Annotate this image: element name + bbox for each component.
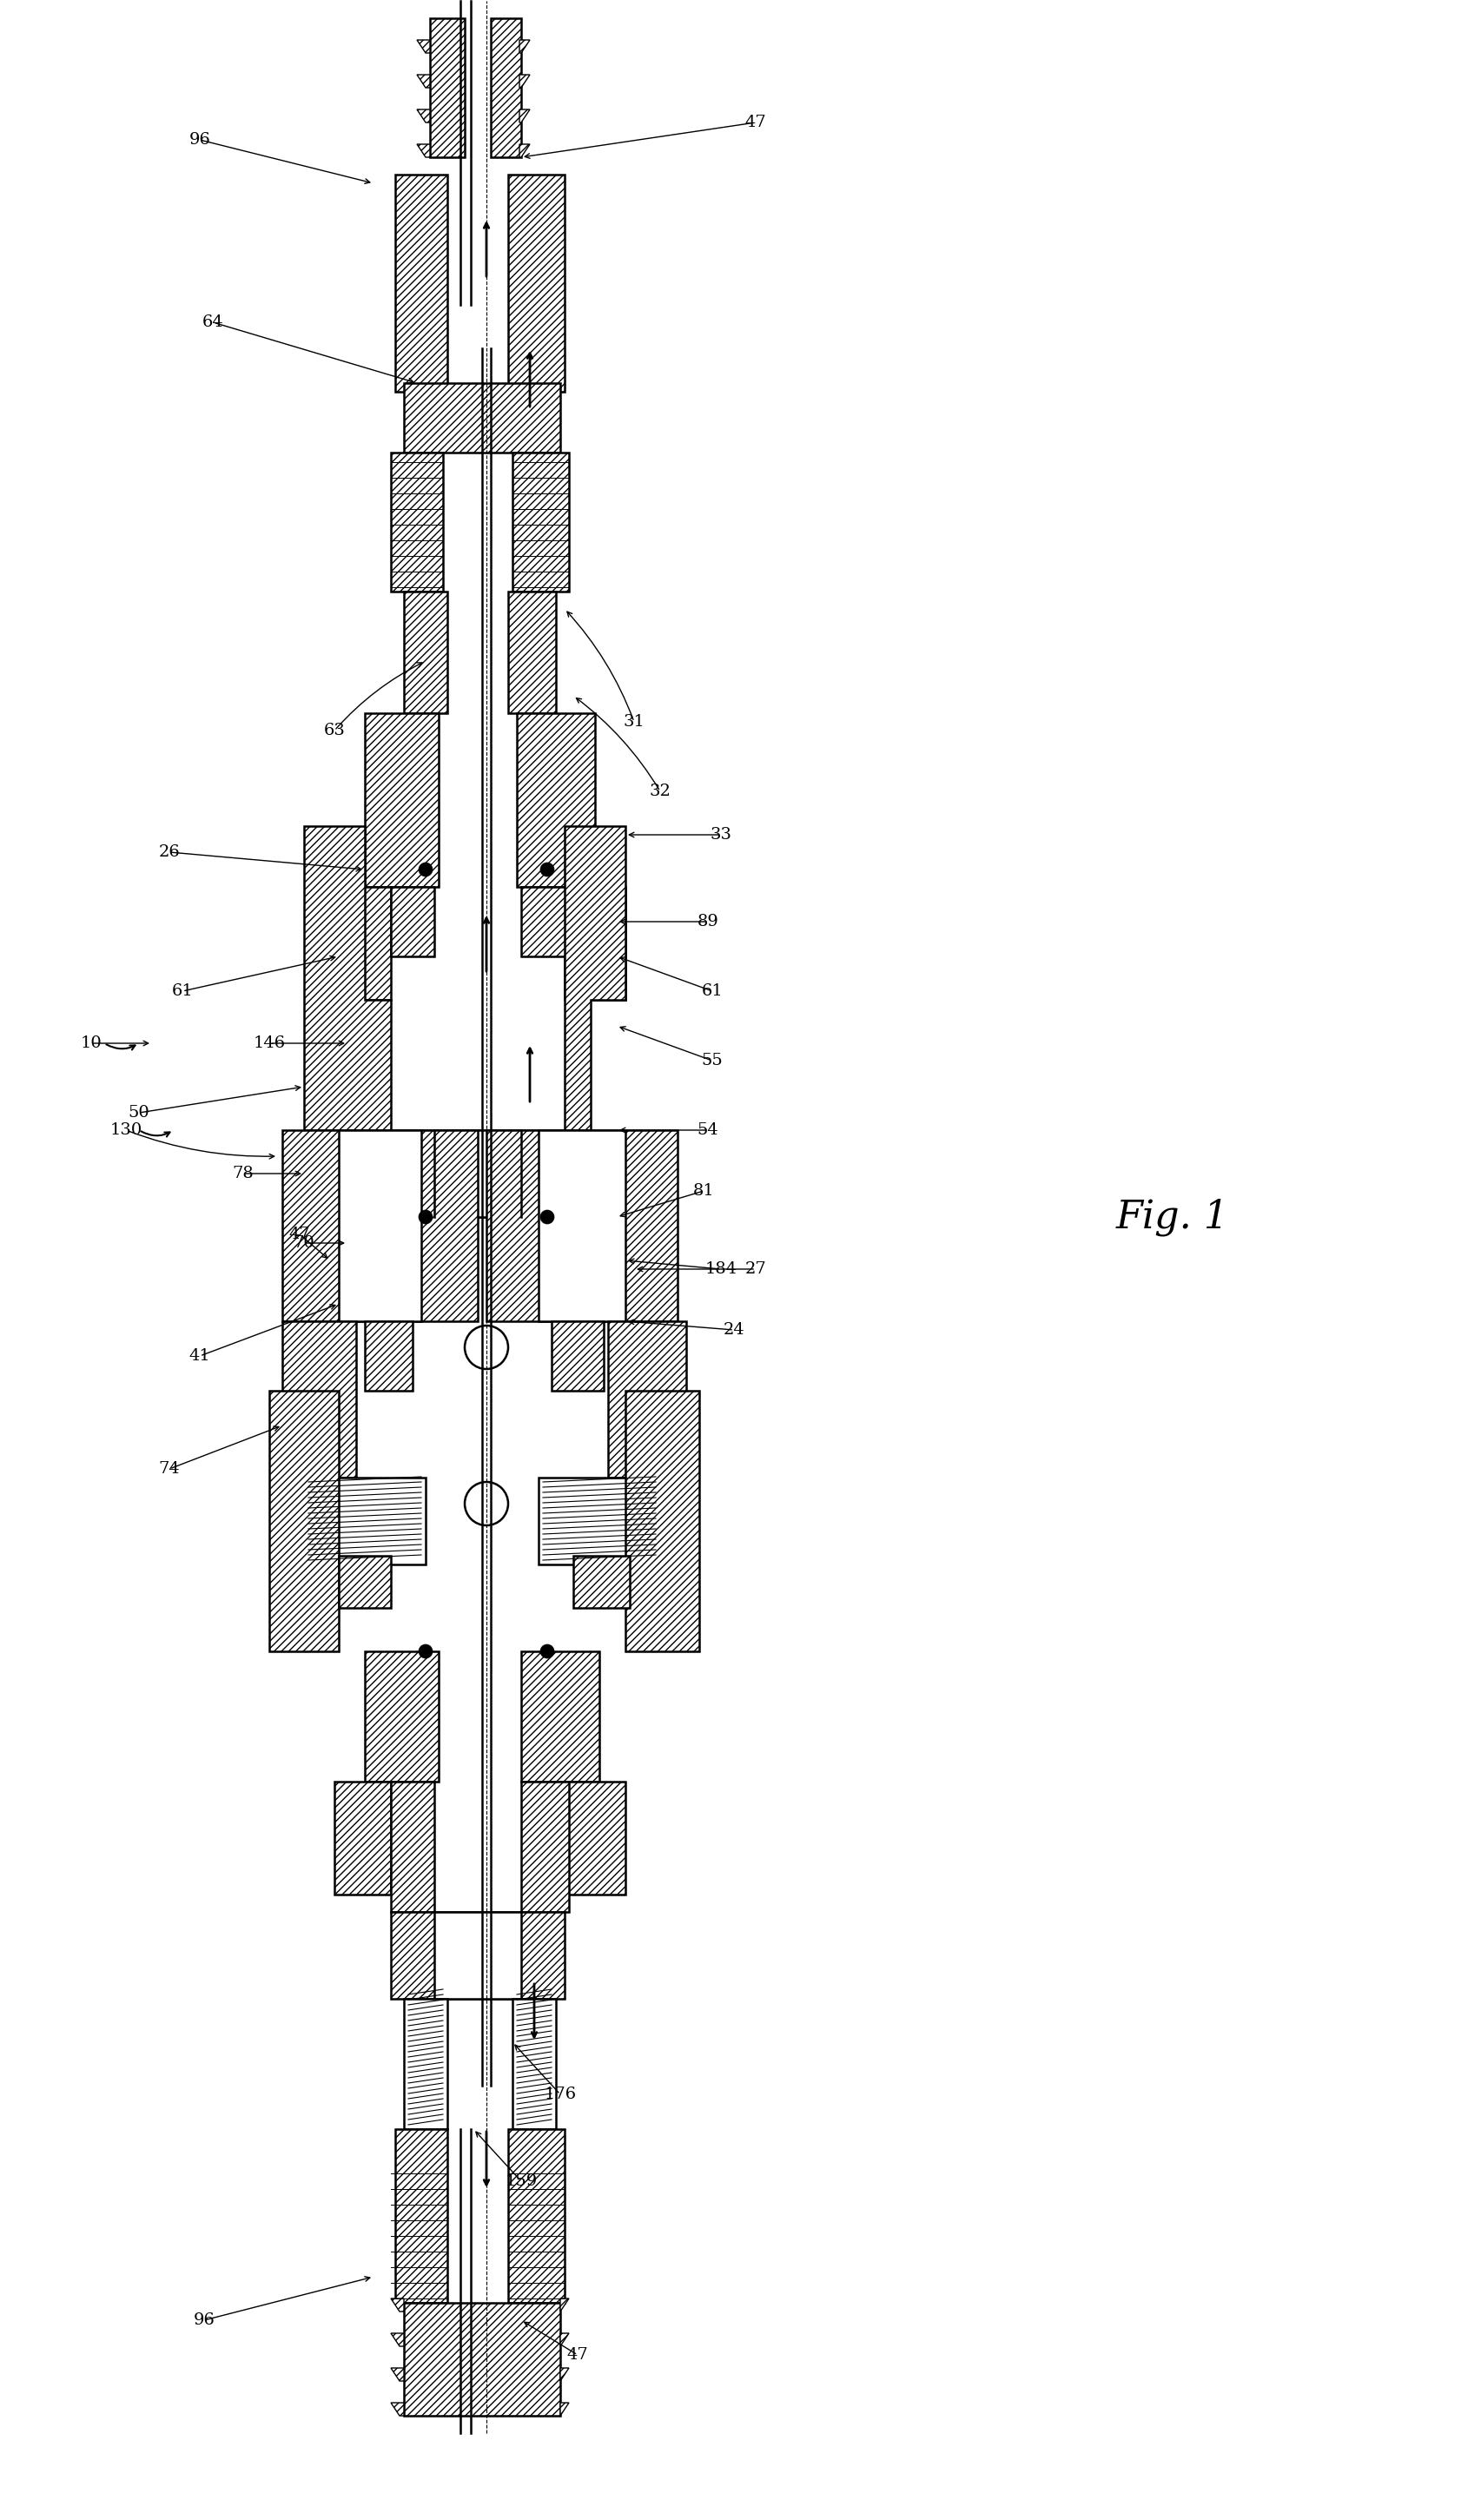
Polygon shape [520, 108, 530, 123]
Bar [521, 887, 569, 958]
Bar [404, 2303, 560, 2417]
Text: 47: 47 [745, 116, 766, 131]
Bar [270, 1391, 339, 1651]
Text: 96: 96 [190, 131, 210, 149]
Text: 78: 78 [233, 1167, 253, 1182]
Text: 50: 50 [129, 1104, 150, 1121]
Text: 24: 24 [723, 1323, 745, 1338]
Bar [391, 887, 434, 958]
Bar [391, 1782, 434, 1913]
Polygon shape [520, 76, 530, 88]
Bar [538, 1129, 625, 1320]
Bar [508, 174, 564, 391]
Bar [508, 592, 555, 713]
Bar [395, 174, 447, 391]
Polygon shape [416, 40, 429, 53]
Polygon shape [560, 2402, 569, 2417]
Polygon shape [391, 2298, 404, 2311]
Bar [404, 383, 560, 454]
Bar [339, 1129, 421, 1320]
Bar [564, 887, 625, 1000]
Text: 61: 61 [172, 983, 193, 998]
Bar [391, 1129, 564, 1217]
Text: 74: 74 [158, 1462, 181, 1477]
Bar [564, 1782, 625, 1895]
Bar [490, 18, 521, 156]
Bar [573, 1555, 629, 1608]
Polygon shape [391, 2334, 404, 2346]
Bar [283, 1129, 477, 1320]
Circle shape [419, 862, 432, 877]
Bar [391, 454, 443, 592]
Text: 27: 27 [745, 1263, 766, 1278]
Text: 89: 89 [696, 915, 718, 930]
Circle shape [419, 1646, 432, 1658]
Bar [335, 1782, 391, 1895]
Polygon shape [520, 144, 530, 156]
Text: 64: 64 [201, 315, 224, 330]
Bar [335, 887, 391, 1000]
Text: Fig. 1: Fig. 1 [1115, 1197, 1228, 1235]
Text: 70: 70 [293, 1235, 314, 1250]
Polygon shape [560, 2298, 569, 2311]
Bar [521, 1782, 569, 1913]
Text: 159: 159 [505, 2172, 538, 2190]
Bar [607, 1320, 686, 1477]
Bar [404, 592, 447, 713]
Text: 130: 130 [110, 1121, 142, 1139]
Text: 55: 55 [701, 1053, 723, 1068]
Text: 47: 47 [567, 2346, 588, 2364]
Polygon shape [391, 2402, 404, 2417]
Text: 63: 63 [323, 723, 345, 738]
Polygon shape [520, 40, 530, 53]
Bar [517, 713, 595, 887]
Polygon shape [416, 76, 429, 88]
Bar [364, 713, 438, 887]
Text: 33: 33 [709, 827, 732, 842]
Text: 47: 47 [289, 1227, 310, 1242]
Bar [538, 1477, 659, 1565]
Polygon shape [564, 827, 625, 1129]
Bar [434, 1913, 521, 1998]
Circle shape [419, 1210, 432, 1225]
Polygon shape [416, 144, 429, 156]
Bar [512, 454, 569, 592]
Bar [339, 1555, 391, 1608]
Bar [391, 1913, 564, 1998]
Text: 10: 10 [80, 1036, 102, 1051]
Bar [508, 2129, 564, 2303]
Text: 176: 176 [544, 2087, 576, 2102]
Polygon shape [304, 827, 391, 1129]
Bar [521, 1651, 598, 1782]
Text: 41: 41 [190, 1348, 210, 1363]
Text: 31: 31 [624, 713, 644, 731]
Bar [551, 1320, 603, 1391]
Polygon shape [391, 2369, 404, 2381]
Bar [625, 1391, 699, 1651]
Text: 54: 54 [696, 1121, 718, 1139]
Text: 81: 81 [693, 1182, 714, 1200]
Text: 146: 146 [253, 1036, 286, 1051]
Polygon shape [560, 2369, 569, 2381]
Bar [364, 1651, 438, 1782]
Text: 184: 184 [705, 1263, 736, 1278]
Bar [434, 1129, 521, 1217]
Polygon shape [560, 2334, 569, 2346]
Bar [512, 1998, 555, 2129]
Text: 96: 96 [193, 2313, 215, 2328]
Bar [283, 1320, 355, 1477]
Bar [404, 1998, 447, 2129]
Text: 26: 26 [158, 844, 181, 859]
Circle shape [541, 862, 554, 877]
Text: 61: 61 [701, 983, 723, 998]
Circle shape [541, 1210, 554, 1225]
Bar [395, 2129, 447, 2303]
Bar [304, 1477, 425, 1565]
Bar [364, 1320, 412, 1391]
Circle shape [541, 1646, 554, 1658]
Bar [486, 1129, 677, 1320]
Polygon shape [416, 108, 429, 123]
Bar [429, 18, 465, 156]
Text: 32: 32 [649, 784, 671, 799]
